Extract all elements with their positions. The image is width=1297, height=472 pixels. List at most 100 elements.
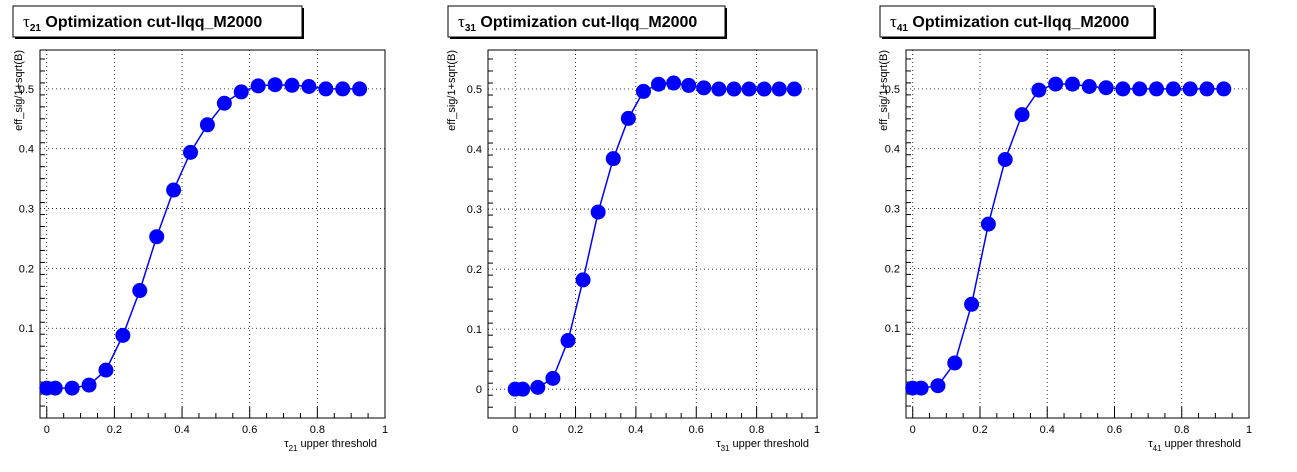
data-point (149, 229, 165, 245)
x-tick-label: 0.4 (1040, 424, 1055, 436)
data-point (997, 152, 1013, 168)
chart-title: τ21 Optimization cut-llqq_M2000 (23, 12, 262, 34)
data-point (1081, 79, 1097, 95)
chart-panel-2: 0 0.2 0.4 0.6 0.8 1 0 0.1 0.2 0.3 0.4 0.5 eff_sig/1+… (446, 5, 820, 453)
data-point (560, 333, 576, 349)
x-tick-label: 0.2 (972, 424, 987, 436)
x-tick-label: 0 (44, 424, 50, 436)
x-tick-label: 0 (512, 424, 518, 436)
title-symbol: τ (23, 12, 30, 31)
chart-title: τ31 Optimization cut-llqq_M2000 (458, 12, 697, 34)
data-point (1199, 81, 1215, 97)
data-point (930, 378, 946, 394)
data-point (681, 77, 697, 93)
data-point (696, 80, 712, 96)
series-line (515, 82, 795, 390)
x-axis-title-text: upper threshold (1162, 438, 1242, 450)
data-point (1182, 81, 1198, 97)
data-point (913, 380, 929, 396)
data-point (1165, 81, 1181, 97)
data-point (335, 81, 351, 97)
data-point (47, 380, 63, 396)
y-tick-label: 0.3 (467, 204, 482, 216)
x-axis-title-symbol: τ (1148, 438, 1153, 450)
data-point (620, 110, 636, 126)
chart-panel-3: 0 0.2 0.4 0.6 0.8 1 0.1 0.2 0.3 0.4 0.5eff_sig/1+s… (878, 5, 1252, 453)
data-point (1098, 80, 1114, 96)
x-tick-label: 0.4 (174, 424, 189, 436)
title-box (447, 5, 726, 38)
data-point (651, 76, 667, 92)
x-tick-label: 0.8 (1174, 424, 1189, 436)
x-tick-label: 0 (910, 424, 916, 436)
x-tick-label: 0.6 (1107, 424, 1122, 436)
x-axis-title-subscript: 41 (1153, 444, 1162, 453)
data-point (183, 144, 199, 160)
data-point (216, 95, 232, 111)
data-point (1048, 76, 1064, 92)
title-box (879, 5, 1155, 38)
title-text: Optimization cut-llqq_M2000 (41, 14, 262, 31)
data-point (199, 117, 215, 133)
y-tick-label: 0.1 (467, 324, 482, 336)
x-axis-title-symbol: τ (716, 438, 721, 450)
data-point (166, 182, 182, 198)
x-axis-title-subscript: 31 (721, 444, 730, 453)
data-point (726, 81, 742, 97)
data-point (545, 370, 561, 386)
y-tick-label: 0.3 (885, 204, 900, 216)
plot-frame (905, 49, 1250, 419)
data-point (64, 380, 80, 396)
x-tick-label: 0.8 (310, 424, 325, 436)
y-tick-label: 0.5 (467, 84, 482, 96)
y-tick-label: 0.3 (19, 204, 34, 216)
y-tick-label: 0.2 (467, 264, 482, 276)
chart-title: τ41 Optimization cut-llqq_M2000 (890, 12, 1129, 34)
y-axis-title: eff_sig/1+sqrt(B) (446, 50, 458, 131)
x-tick-label: 1 (1246, 424, 1252, 436)
data-point (741, 81, 757, 97)
data-point (1132, 81, 1148, 97)
data-point (605, 151, 621, 167)
data-point (1031, 82, 1047, 98)
data-point (98, 362, 114, 378)
title-subscript: 21 (30, 23, 42, 34)
title-symbol: τ (458, 12, 465, 31)
data-point (980, 216, 996, 232)
data-point (711, 81, 727, 97)
y-tick-label: 0.4 (19, 144, 34, 156)
y-tick-label: 0 (476, 384, 482, 396)
x-tick-label: 0.2 (107, 424, 122, 436)
y-tick-label: 0.1 (19, 323, 34, 335)
x-axis-title-subscript: 21 (289, 444, 298, 453)
x-tick-label: 1 (814, 424, 820, 436)
data-point (267, 77, 283, 93)
x-axis-title: τ31 upper threshold (716, 438, 809, 453)
data-point (284, 77, 300, 93)
data-point (590, 204, 606, 220)
x-axis-title-text: upper threshold (298, 438, 378, 450)
data-point (1064, 76, 1080, 92)
x-tick-label: 0.2 (568, 424, 583, 436)
data-point (1149, 81, 1165, 97)
data-point (1115, 81, 1131, 97)
x-tick-label: 0.4 (628, 424, 643, 436)
data-point (81, 377, 97, 393)
data-point (947, 355, 963, 371)
y-axis-title: eff_sig/1+sqrt(B) (878, 50, 890, 131)
y-axis-title: eff_sig/1+sqrt(B) (13, 50, 25, 131)
x-tick-label: 0.6 (689, 424, 704, 436)
x-axis-title: τ41 upper threshold (1148, 438, 1241, 453)
title-box (12, 5, 303, 38)
x-tick-label: 1 (382, 424, 388, 436)
data-point (352, 81, 368, 97)
plot-frame (39, 49, 386, 419)
data-point (964, 296, 980, 312)
title-subscript: 41 (897, 23, 909, 34)
x-axis-title-text: upper threshold (730, 438, 810, 450)
title-symbol: τ (890, 12, 897, 31)
data-point (666, 75, 682, 91)
y-tick-label: 0.1 (885, 323, 900, 335)
y-tick-label: 0.5 (19, 84, 34, 96)
